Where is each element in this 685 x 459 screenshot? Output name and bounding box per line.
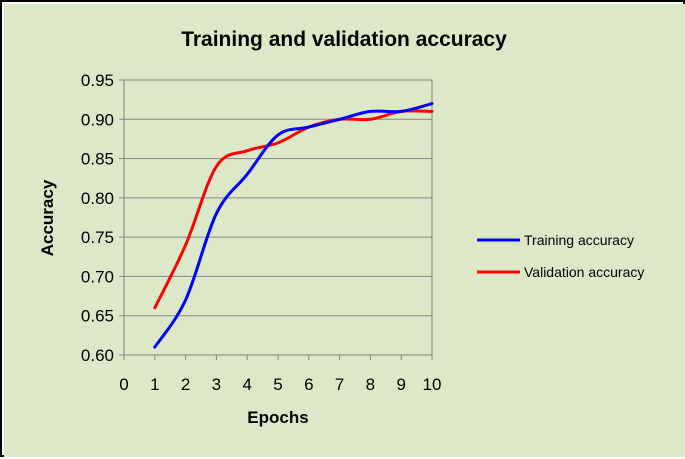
y-tick-label: 0.70 (81, 267, 114, 286)
y-tick-label: 0.90 (81, 110, 114, 129)
x-tick-label: 5 (273, 375, 282, 394)
y-tick-label: 0.60 (81, 346, 114, 365)
y-tick-label: 0.75 (81, 228, 114, 247)
x-tick-label: 2 (181, 375, 190, 394)
x-tick-label: 9 (396, 375, 405, 394)
x-tick-label: 10 (423, 375, 442, 394)
series-line-training (153, 102, 434, 349)
x-tick-label: 0 (119, 375, 128, 394)
x-tick-label: 8 (366, 375, 375, 394)
x-axis-title: Epochs (247, 408, 308, 427)
series-line-validation (153, 109, 434, 310)
legend-label: Training accuracy (524, 232, 634, 248)
chart-title: Training and validation accuracy (181, 28, 507, 51)
x-tick-label: 7 (335, 375, 344, 394)
x-axis-ticks: 0 1 2 3 4 5 6 7 8 9 10 (119, 355, 441, 394)
x-tick-label: 3 (212, 375, 221, 394)
x-tick-label: 4 (242, 375, 251, 394)
y-tick-label: 0.95 (81, 71, 114, 90)
y-tick-label: 0.85 (81, 150, 114, 169)
y-axis-title: Accuracy (38, 179, 57, 256)
legend: Training accuracy Validation accuracy (477, 232, 644, 280)
series-lines (153, 102, 434, 349)
y-tick-label: 0.80 (81, 189, 114, 208)
x-tick-label: 1 (150, 375, 159, 394)
y-axis-ticks: 0.60 0.65 0.70 0.75 0.80 0.85 0.90 0.95 (81, 71, 124, 365)
legend-label: Validation accuracy (524, 264, 644, 280)
y-tick-label: 0.65 (81, 307, 114, 326)
x-tick-label: 6 (304, 375, 313, 394)
